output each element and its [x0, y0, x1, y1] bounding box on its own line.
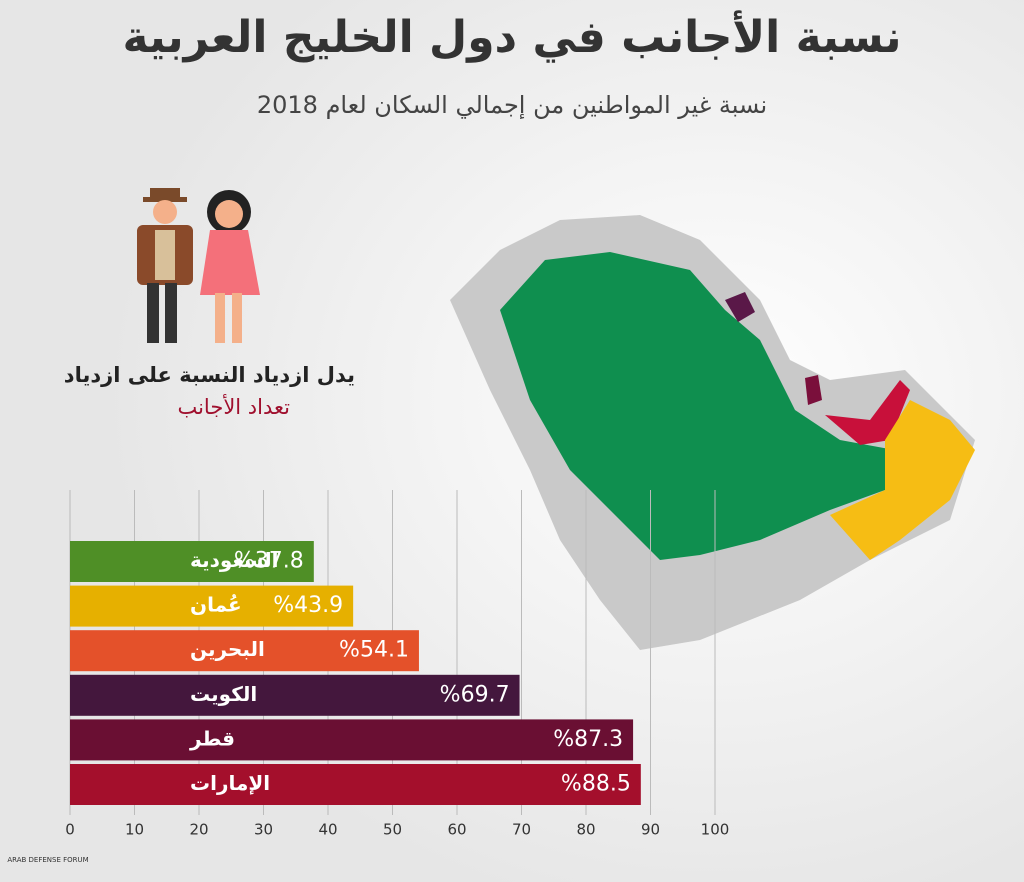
x-tick-label: 10 [125, 821, 144, 839]
value-label: %37.8 [234, 549, 304, 574]
x-tick-label: 70 [512, 821, 531, 839]
subtitle: نسبة غير المواطنين من إجمالي السكان لعام… [257, 91, 767, 120]
x-tick-label: 40 [318, 821, 337, 839]
category-label: عُمان [190, 593, 242, 617]
bar [70, 630, 419, 672]
bar [70, 719, 634, 761]
bar [70, 585, 354, 627]
map [450, 215, 975, 650]
bar [70, 541, 314, 582]
value-label: %88.5 [561, 772, 631, 797]
bar [70, 674, 520, 716]
x-tick-label: 100 [701, 821, 730, 839]
category-label: السعودية [190, 548, 278, 572]
x-tick-label: 20 [189, 821, 208, 839]
x-tick-label: 30 [254, 821, 273, 839]
x-tick-label: 50 [383, 821, 402, 839]
x-tick-label: 60 [447, 821, 466, 839]
chart-title: نسبة الأجانب في دول الخليج العربية [122, 10, 901, 63]
category-label: قطر [189, 726, 235, 750]
category-label: البحرين [190, 637, 265, 661]
x-tick-label: 80 [576, 821, 595, 839]
people-icon [137, 188, 260, 343]
annotation: تعداد الأجانب [177, 394, 290, 419]
value-label: %87.3 [553, 727, 623, 752]
x-tick-label: 0 [65, 821, 75, 839]
annotation: يدل ازدياد النسبة على ازدياد [64, 363, 355, 387]
category-label: الكويت [190, 682, 257, 706]
value-label: %69.7 [440, 682, 510, 707]
watermark: ARAB DEFENSE FORUM [7, 856, 88, 864]
bar [70, 764, 641, 805]
value-label: %43.9 [273, 593, 343, 618]
category-label: الإمارات [190, 771, 270, 795]
x-tick-label: 90 [641, 821, 660, 839]
value-label: %54.1 [339, 638, 409, 663]
